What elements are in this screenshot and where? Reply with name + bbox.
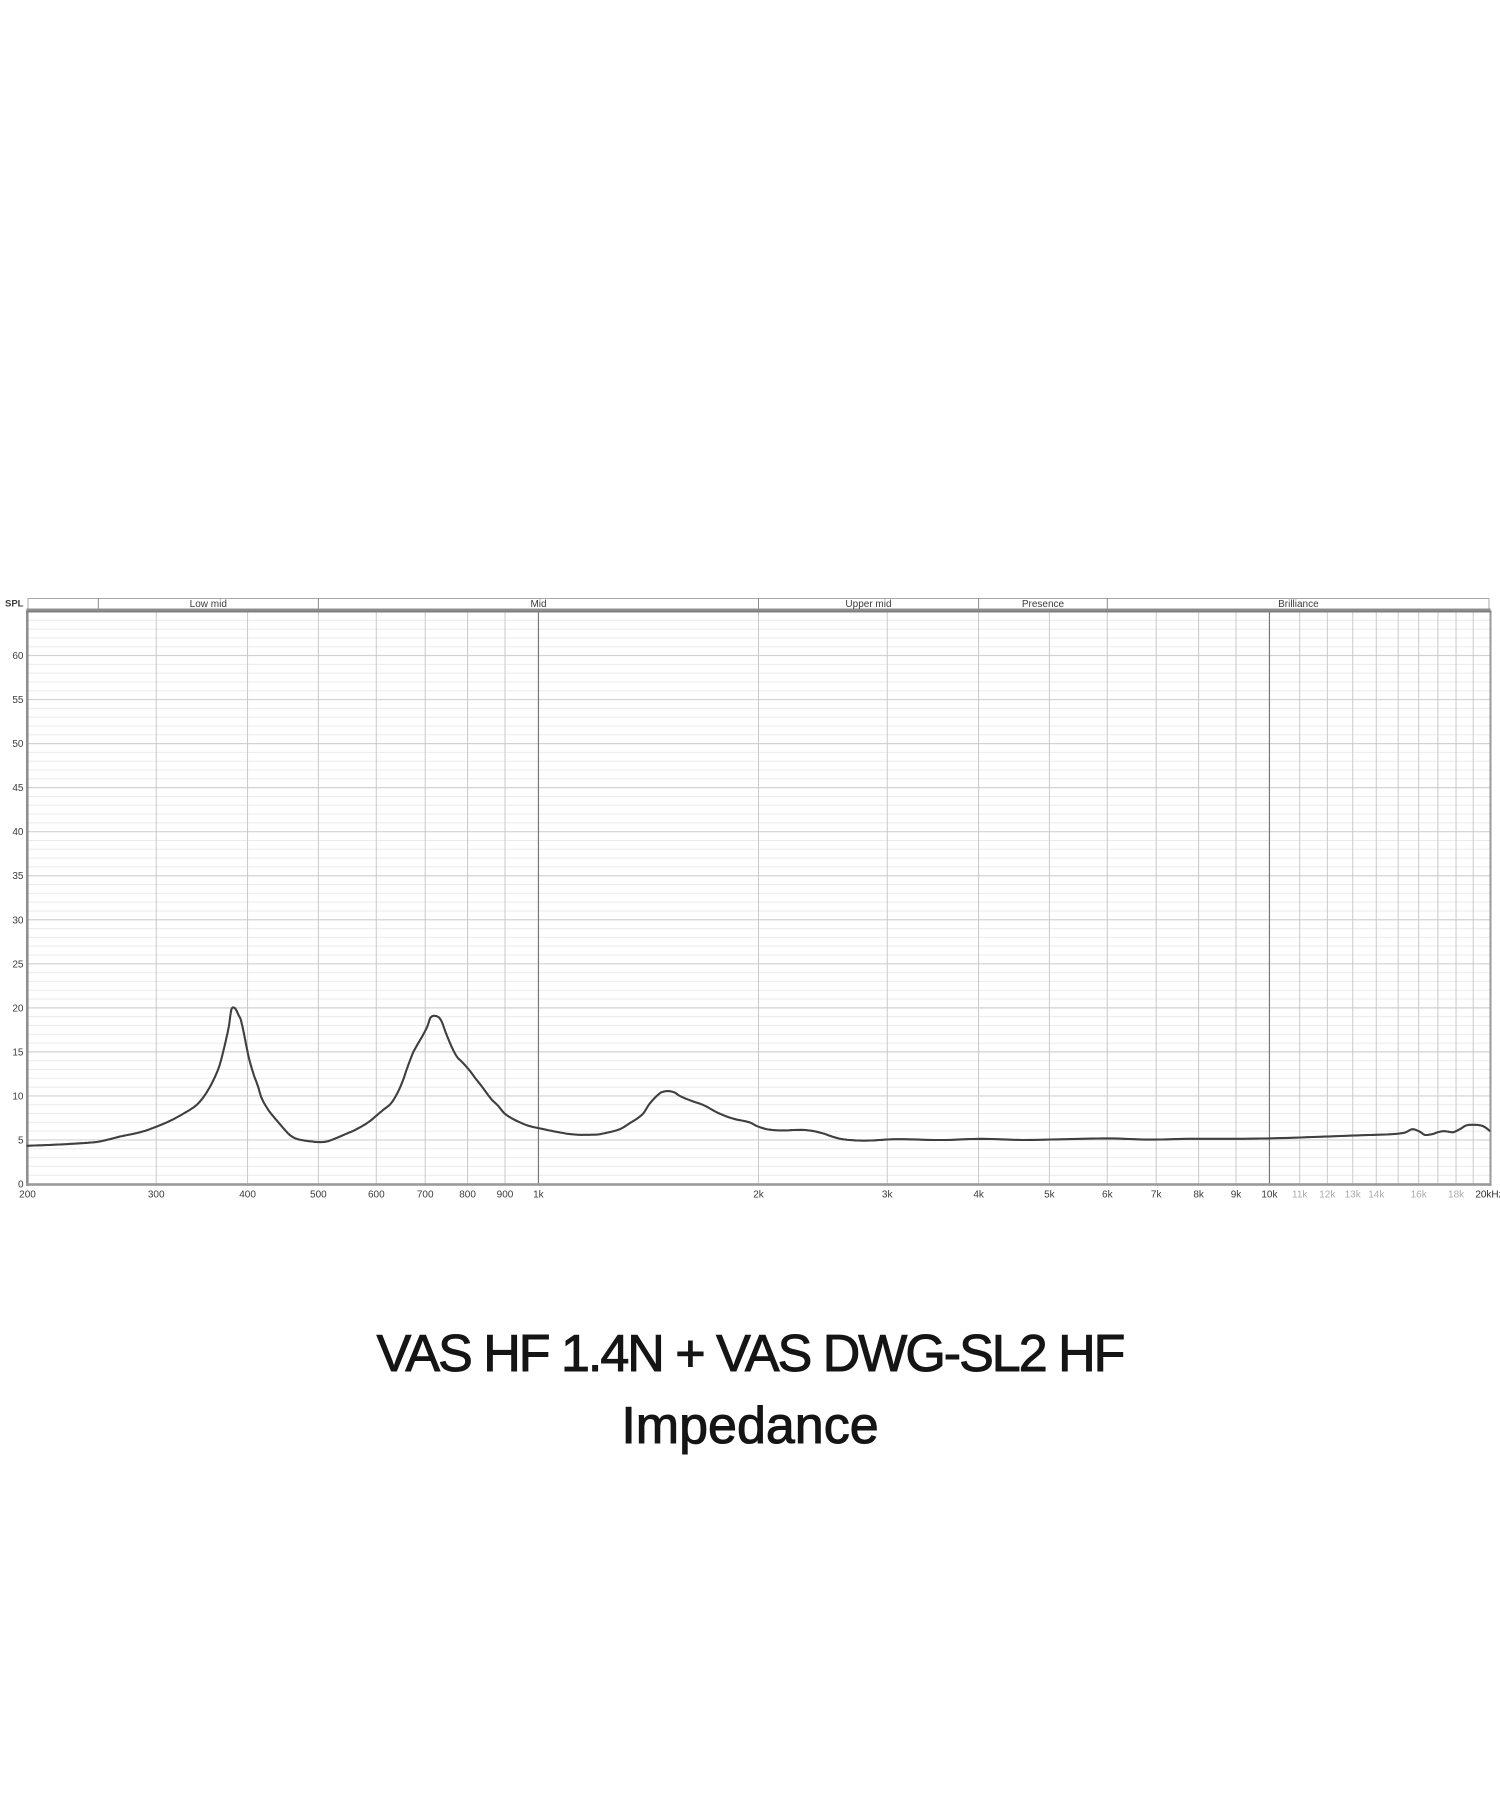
svg-text:0: 0 [18,1180,24,1191]
svg-text:18k: 18k [1448,1190,1465,1201]
svg-text:45: 45 [12,783,24,794]
svg-text:11k: 11k [1292,1190,1308,1201]
svg-text:300: 300 [148,1190,165,1201]
svg-text:9k: 9k [1231,1190,1243,1201]
svg-text:35: 35 [12,871,24,882]
svg-text:50: 50 [12,739,24,750]
svg-text:30: 30 [12,915,24,926]
svg-text:20: 20 [12,1003,24,1014]
svg-text:Brilliance: Brilliance [1278,599,1319,610]
svg-text:2k: 2k [753,1190,765,1201]
svg-text:12k: 12k [1319,1190,1336,1201]
svg-text:3k: 3k [882,1190,894,1201]
svg-text:800: 800 [459,1190,476,1201]
svg-text:6k: 6k [1102,1190,1114,1201]
svg-text:500: 500 [310,1190,327,1201]
svg-text:Mid: Mid [530,599,546,610]
svg-text:4k: 4k [973,1190,985,1201]
svg-text:7k: 7k [1151,1190,1163,1201]
svg-text:Low mid: Low mid [190,599,227,610]
svg-text:40: 40 [12,827,24,838]
svg-text:10k: 10k [1261,1190,1278,1201]
svg-text:15: 15 [12,1047,24,1058]
svg-text:13k: 13k [1345,1190,1362,1201]
svg-text:VAS HF 1.4N + VAS DWG-SL2 HF: VAS HF 1.4N + VAS DWG-SL2 HF [377,1325,1124,1383]
svg-text:200: 200 [19,1190,36,1201]
svg-text:20kHz: 20kHz [1475,1190,1500,1201]
svg-text:60: 60 [12,651,24,662]
svg-text:10: 10 [12,1091,24,1102]
svg-text:SPL: SPL [5,599,24,610]
svg-text:400: 400 [239,1190,256,1201]
svg-text:25: 25 [12,959,24,970]
svg-text:55: 55 [12,695,24,706]
svg-text:Impedance: Impedance [621,1397,878,1455]
svg-text:700: 700 [417,1190,434,1201]
svg-text:900: 900 [497,1190,514,1201]
svg-text:8k: 8k [1193,1190,1205,1201]
svg-text:600: 600 [368,1190,385,1201]
svg-text:Upper mid: Upper mid [845,599,891,610]
svg-text:Presence: Presence [1022,599,1065,610]
svg-text:14k: 14k [1368,1190,1385,1201]
svg-text:5k: 5k [1044,1190,1056,1201]
svg-text:16k: 16k [1411,1190,1428,1201]
svg-text:5: 5 [18,1136,24,1147]
svg-text:1k: 1k [533,1190,545,1201]
